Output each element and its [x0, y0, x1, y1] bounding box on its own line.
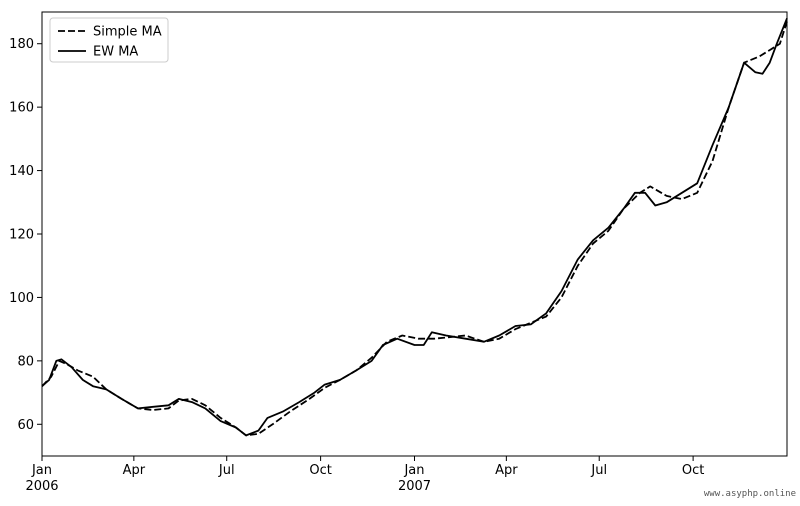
series-line-0 — [41, 21, 788, 437]
y-axis: 60 80 100 120 140 160 180 — [9, 37, 42, 433]
y-tick-label: 180 — [9, 37, 34, 52]
x-tick-label: Apr — [123, 463, 146, 478]
legend: Simple MA EW MA — [49, 17, 169, 63]
watermark: www.asyphp.online — [703, 489, 796, 499]
y-tick-label: 140 — [9, 164, 34, 179]
x-tick-label: Jul — [218, 463, 235, 478]
x-tick-sublabel: 2006 — [25, 479, 58, 494]
x-tick-label: Oct — [309, 463, 331, 478]
y-tick-label: 160 — [9, 101, 34, 116]
y-tick-label: 100 — [9, 291, 34, 306]
y-tick-label: 80 — [17, 354, 34, 369]
x-tick-label: Oct — [682, 463, 704, 478]
x-tick-label: Jul — [590, 463, 607, 478]
plot-frame — [41, 11, 788, 457]
legend-label: Simple MA — [93, 25, 162, 40]
x-tick-label: Jan — [403, 463, 424, 478]
x-tick-label: Apr — [495, 463, 518, 478]
x-tick-sublabel: 2007 — [398, 479, 431, 494]
chart-marks — [41, 17, 788, 437]
y-tick-label: 60 — [17, 418, 34, 433]
y-tick-label: 120 — [9, 228, 34, 243]
series-line-1 — [41, 17, 788, 437]
x-tick-label: Jan — [31, 463, 52, 478]
legend-label: EW MA — [93, 45, 138, 60]
